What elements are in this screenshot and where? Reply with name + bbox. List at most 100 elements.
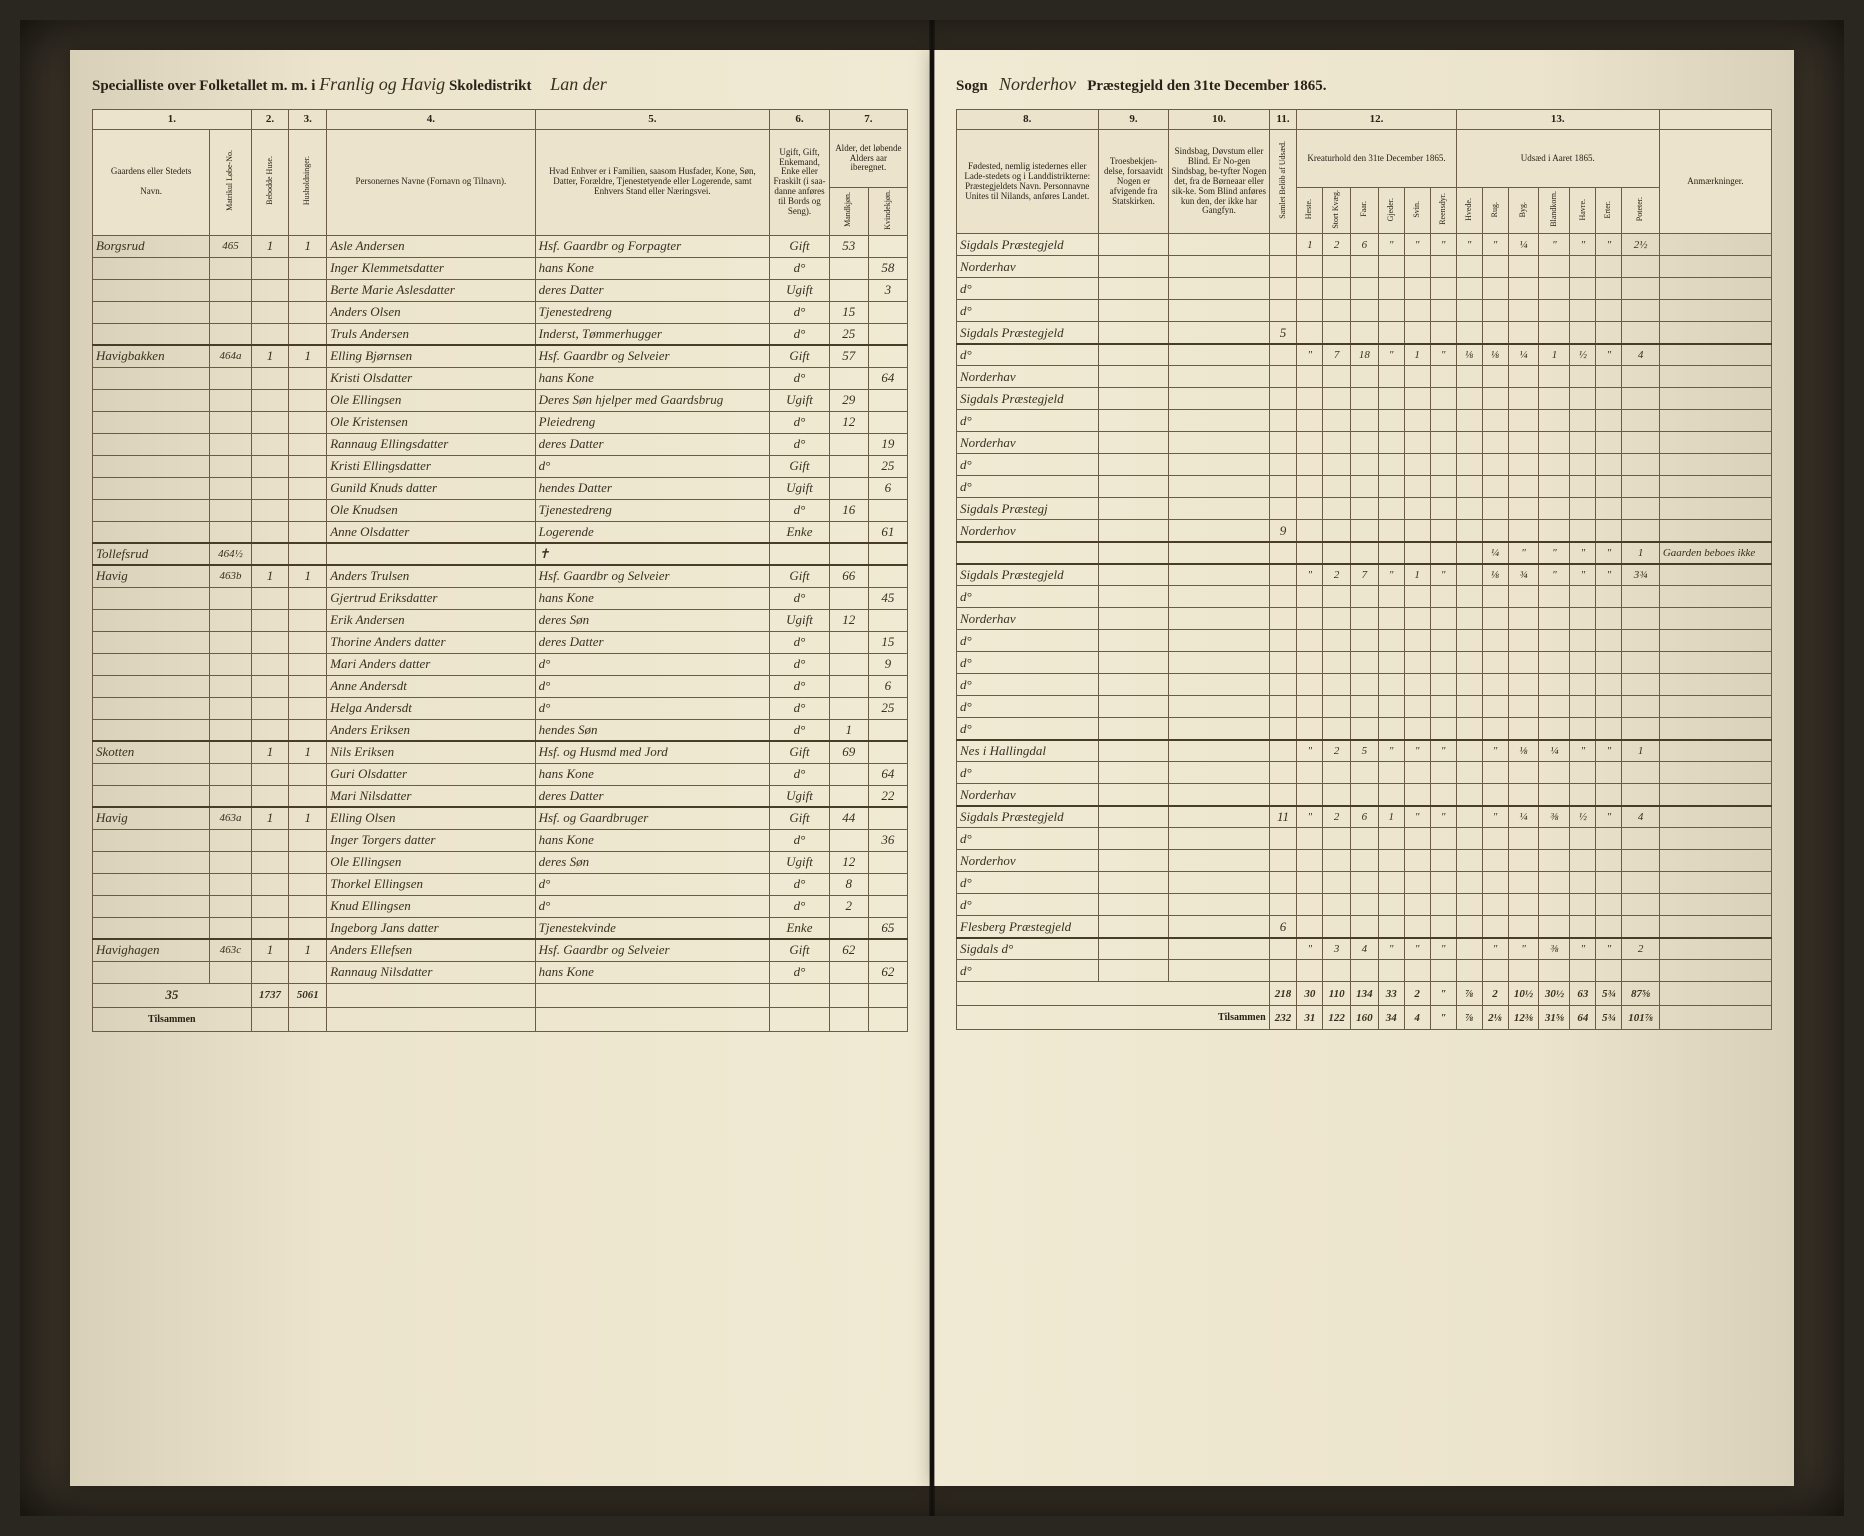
livestock-val bbox=[1430, 784, 1456, 806]
table-row: Truls AndersenInderst, Tømmerhuggerd°25 bbox=[93, 323, 908, 345]
farm-name bbox=[93, 587, 210, 609]
livestock-val bbox=[1430, 300, 1456, 322]
farm-name: Borgsrud bbox=[93, 235, 210, 257]
sowing-val: " bbox=[1596, 234, 1622, 256]
sowing-val bbox=[1622, 828, 1659, 850]
page-number: 35 bbox=[93, 983, 252, 1007]
livestock-val bbox=[1351, 894, 1379, 916]
sowing-val bbox=[1539, 762, 1570, 784]
livestock-val bbox=[1323, 894, 1351, 916]
farm-name bbox=[93, 367, 210, 389]
table-row: d° bbox=[957, 674, 1772, 696]
religion bbox=[1098, 366, 1169, 388]
marital-status: d° bbox=[770, 499, 830, 521]
livestock-col: Faar. bbox=[1351, 188, 1379, 234]
matrikkel-no bbox=[210, 719, 251, 741]
table-row: Erik Andersenderes SønUgift12 bbox=[93, 609, 908, 631]
religion bbox=[1098, 630, 1169, 652]
person-role: Tjenestekvinde bbox=[535, 917, 770, 939]
sowing-val bbox=[1622, 718, 1659, 740]
sowing-val bbox=[1508, 696, 1539, 718]
house-count bbox=[251, 719, 289, 741]
livestock-col: Svin. bbox=[1404, 188, 1430, 234]
notes bbox=[1659, 718, 1771, 740]
livestock-val bbox=[1323, 542, 1351, 564]
disability bbox=[1169, 498, 1269, 520]
sowing-val bbox=[1508, 630, 1539, 652]
livestock-val bbox=[1404, 652, 1430, 674]
sowing-val: " bbox=[1570, 938, 1596, 960]
matrikkel-no: 463a bbox=[210, 807, 251, 829]
house-count bbox=[251, 675, 289, 697]
livestock-val bbox=[1404, 674, 1430, 696]
sum-households: 5061 bbox=[289, 983, 327, 1007]
marital-status: Gift bbox=[770, 741, 830, 763]
birthplace: Norderhav bbox=[957, 256, 1099, 278]
livestock-val bbox=[1297, 476, 1323, 498]
birthplace: d° bbox=[957, 674, 1099, 696]
sowing-val bbox=[1456, 696, 1482, 718]
sowing-val bbox=[1596, 630, 1622, 652]
age-male: 62 bbox=[829, 939, 868, 961]
person-role: hans Kone bbox=[535, 367, 770, 389]
sowing-val bbox=[1539, 432, 1570, 454]
sum-cell: 2 bbox=[1404, 982, 1430, 1006]
sowing-val bbox=[1596, 872, 1622, 894]
col-age: Alder, det løbende Alders aar iberegnet. bbox=[829, 130, 907, 188]
sowing-val bbox=[1539, 300, 1570, 322]
footer-sum-row-1: 21830110134332"⅞210½30½635¾87⅝ bbox=[957, 982, 1772, 1006]
birthplace: d° bbox=[957, 652, 1099, 674]
sowing-val bbox=[1570, 278, 1596, 300]
sowing-val bbox=[1456, 916, 1482, 938]
sowing-col: Hvede. bbox=[1456, 188, 1482, 234]
birthplace: d° bbox=[957, 960, 1099, 982]
matrikkel-no: 465 bbox=[210, 235, 251, 257]
livestock-val: 2 bbox=[1323, 806, 1351, 828]
person-name: Kristi Olsdatter bbox=[327, 367, 535, 389]
household-count bbox=[289, 279, 327, 301]
seed-total bbox=[1269, 938, 1297, 960]
marital-status: d° bbox=[770, 719, 830, 741]
age-male bbox=[829, 257, 868, 279]
livestock-val bbox=[1430, 850, 1456, 872]
marital-status: d° bbox=[770, 301, 830, 323]
livestock-val: 7 bbox=[1323, 344, 1351, 366]
sowing-val bbox=[1596, 498, 1622, 520]
house-count bbox=[251, 917, 289, 939]
column-number-row: 8. 9. 10. 11. 12. 13. bbox=[957, 110, 1772, 130]
seed-total bbox=[1269, 718, 1297, 740]
sowing-val bbox=[1622, 674, 1659, 696]
sowing-val bbox=[1570, 674, 1596, 696]
house-count bbox=[251, 631, 289, 653]
age-male bbox=[829, 653, 868, 675]
sowing-val bbox=[1456, 586, 1482, 608]
religion bbox=[1098, 322, 1169, 344]
age-female bbox=[868, 565, 907, 587]
household-count bbox=[289, 829, 327, 851]
sowing-val bbox=[1482, 630, 1508, 652]
marital-status: Gift bbox=[770, 807, 830, 829]
disability bbox=[1169, 740, 1269, 762]
person-role: ✝ bbox=[535, 543, 770, 565]
house-count bbox=[251, 389, 289, 411]
disability bbox=[1169, 366, 1269, 388]
marital-status: d° bbox=[770, 675, 830, 697]
house-count bbox=[251, 895, 289, 917]
religion bbox=[1098, 740, 1169, 762]
person-role: d° bbox=[535, 653, 770, 675]
sowing-val bbox=[1482, 432, 1508, 454]
sowing-val bbox=[1508, 718, 1539, 740]
livestock-val: 2 bbox=[1323, 564, 1351, 586]
sowing-val bbox=[1539, 586, 1570, 608]
seed-total bbox=[1269, 894, 1297, 916]
age-male bbox=[829, 433, 868, 455]
livestock-val bbox=[1323, 520, 1351, 542]
age-female: 64 bbox=[868, 763, 907, 785]
table-row: Norderhav bbox=[957, 256, 1772, 278]
table-row: d° bbox=[957, 630, 1772, 652]
livestock-val bbox=[1404, 454, 1430, 476]
livestock-val bbox=[1323, 762, 1351, 784]
sowing-val bbox=[1508, 410, 1539, 432]
person-role: d° bbox=[535, 873, 770, 895]
person-name: Ole Knudsen bbox=[327, 499, 535, 521]
